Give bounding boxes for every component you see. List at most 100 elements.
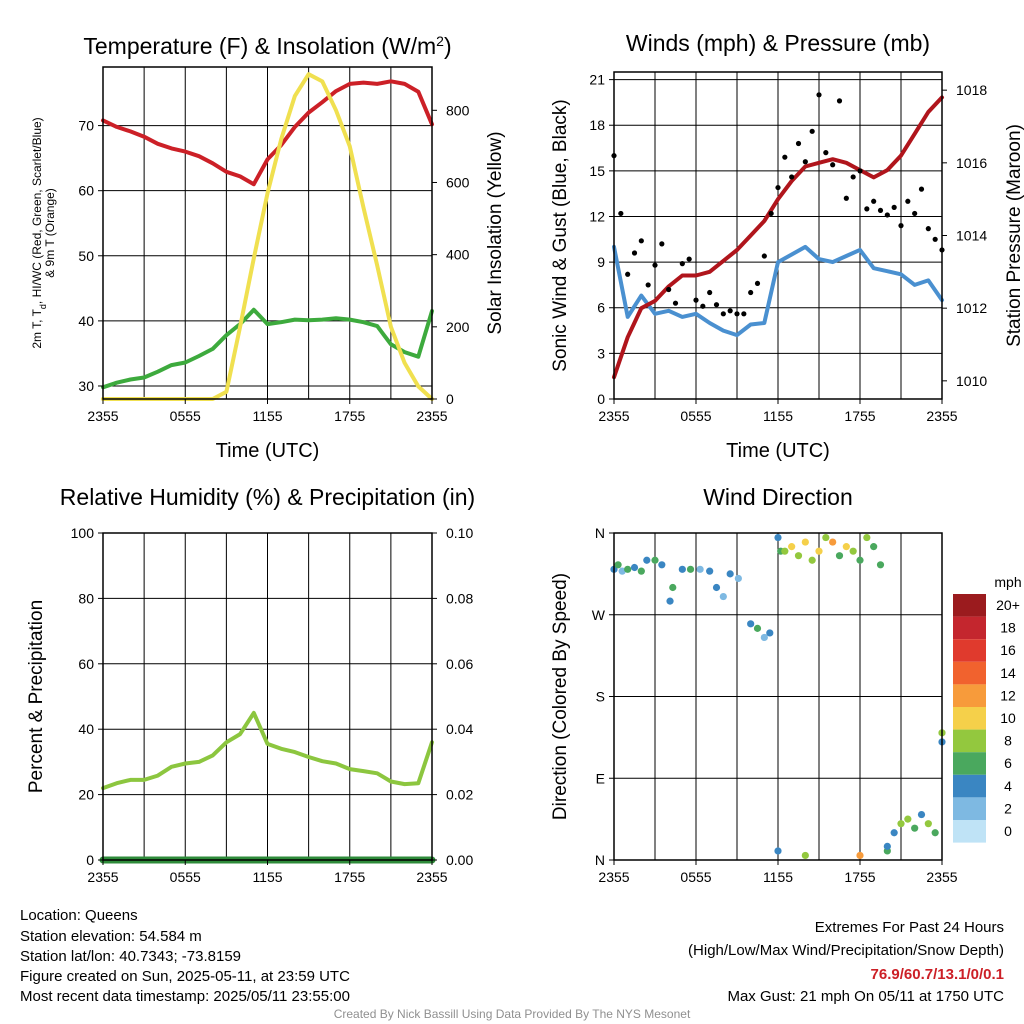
direction-point xyxy=(876,561,885,569)
direction-point xyxy=(863,533,871,542)
info-latlon: Station lat/lon: 40.7343; -73.8159 xyxy=(20,948,242,965)
gust-point xyxy=(645,282,651,288)
gust-point xyxy=(686,256,692,262)
y-right-tick-label: 0.06 xyxy=(446,656,473,672)
gust-point xyxy=(631,250,638,256)
y-axis-label: Percent & Precipitation xyxy=(26,600,47,793)
y-tick-label: 80 xyxy=(78,590,94,606)
direction-point xyxy=(614,561,622,569)
credit-line: Created By Nick Bassill Using Data Provi… xyxy=(333,1007,691,1021)
y-right-tick-label: 1016 xyxy=(956,155,987,171)
x-tick-label: 1755 xyxy=(844,869,875,885)
y-right-tick-label: 200 xyxy=(446,319,470,335)
colorbar-swatch xyxy=(953,684,986,707)
gust-point xyxy=(898,223,904,229)
y-tick-label: 70 xyxy=(78,118,94,134)
y-tick-label: 0 xyxy=(597,391,605,407)
panel-title: Temperature (F) & Insolation (W/m2) xyxy=(83,33,451,59)
direction-point xyxy=(760,633,768,642)
direction-point xyxy=(924,820,932,828)
direction-point xyxy=(890,829,898,837)
direction-point xyxy=(781,547,789,555)
y-tick-label: 50 xyxy=(78,248,94,264)
direction-point xyxy=(917,810,926,819)
colorbar-label: 4 xyxy=(1004,778,1012,794)
y-tick-label: 3 xyxy=(597,345,605,361)
direction-point xyxy=(766,629,774,637)
direction-point xyxy=(815,547,823,555)
gust-point xyxy=(816,92,822,98)
gust-point xyxy=(795,140,802,147)
direction-point xyxy=(669,583,677,592)
gust-point xyxy=(905,198,911,204)
colorbar-swatch xyxy=(953,661,986,685)
y-tick-label: 40 xyxy=(78,721,94,737)
gust-point xyxy=(789,174,795,180)
colorbar-label: 8 xyxy=(1004,733,1012,749)
gust-point xyxy=(625,271,631,277)
y-right-axis-label: Station Pressure (Maroon) xyxy=(1004,124,1024,347)
series-line-2 xyxy=(612,95,944,380)
y-axis-label: Sonic Wind & Gust (Blue, Black) xyxy=(550,99,571,371)
direction-point xyxy=(637,567,645,575)
title-tail: ) xyxy=(444,33,452,59)
direction-point xyxy=(726,570,734,578)
y-axis-label-line2: & 9m T (Orange) xyxy=(43,188,57,278)
x-tick-label: 0555 xyxy=(680,869,711,885)
y-right-tick-label: 0.04 xyxy=(446,721,473,737)
direction-point xyxy=(849,547,857,555)
gust-point xyxy=(672,300,679,306)
gust-point xyxy=(836,98,843,104)
series-line-1 xyxy=(101,710,434,791)
gust-point xyxy=(884,212,890,218)
direction-point xyxy=(856,556,864,564)
colorbar-swatch xyxy=(953,616,986,640)
gust-point xyxy=(925,226,931,232)
extremes-title: Extremes For Past 24 Hours xyxy=(814,919,1004,936)
colorbar-label: 6 xyxy=(1004,755,1012,771)
gust-point xyxy=(754,280,761,287)
y-tick-label: 60 xyxy=(78,183,94,199)
direction-point xyxy=(822,533,830,542)
x-tick-label: 1155 xyxy=(252,408,282,424)
direction-point xyxy=(931,829,939,837)
direction-point xyxy=(658,561,666,569)
colorbar-label: 20+ xyxy=(996,597,1020,613)
direction-point xyxy=(753,624,762,632)
colorbar-label: 14 xyxy=(1000,665,1016,681)
y-tick-label: S xyxy=(596,689,605,705)
y-right-tick-label: 0.00 xyxy=(446,852,473,868)
series-line-1 xyxy=(101,79,434,187)
direction-point xyxy=(801,538,809,546)
direction-point xyxy=(719,592,727,601)
gust-point xyxy=(761,253,767,259)
gust-point xyxy=(918,186,925,192)
gust-point xyxy=(638,238,644,244)
direction-point xyxy=(794,552,803,560)
gust-point xyxy=(877,207,884,214)
colorbar-title: mph xyxy=(994,574,1021,590)
colorbar-label: 0 xyxy=(1004,823,1012,839)
y-axis-label: Direction (Colored By Speed) xyxy=(550,573,571,820)
direction-point xyxy=(870,543,878,551)
direction-point xyxy=(911,824,919,832)
direction-point xyxy=(774,847,782,855)
gust-point xyxy=(768,210,774,217)
colorbar-label: 16 xyxy=(1000,642,1016,658)
y-tick-label: 15 xyxy=(589,163,605,179)
y-axis-label: 2m T, Td, HI/WC (Red, Green, Scarlet/Blu… xyxy=(30,117,48,348)
x-tick-label: 1755 xyxy=(334,869,365,885)
direction-point xyxy=(801,851,809,860)
direction-point xyxy=(618,567,626,575)
colorbar-label: 2 xyxy=(1004,800,1012,816)
info-recent: Most recent data timestamp: 2025/05/11 2… xyxy=(20,988,350,1005)
direction-point xyxy=(630,563,639,572)
y-tick-label: 21 xyxy=(589,72,605,88)
x-tick-label: 1755 xyxy=(844,408,875,424)
y-right-tick-label: 1010 xyxy=(956,373,987,389)
info-location: Location: Queens xyxy=(20,907,138,924)
gust-point xyxy=(748,289,754,296)
direction-point xyxy=(842,543,850,551)
gust-point xyxy=(741,311,747,317)
